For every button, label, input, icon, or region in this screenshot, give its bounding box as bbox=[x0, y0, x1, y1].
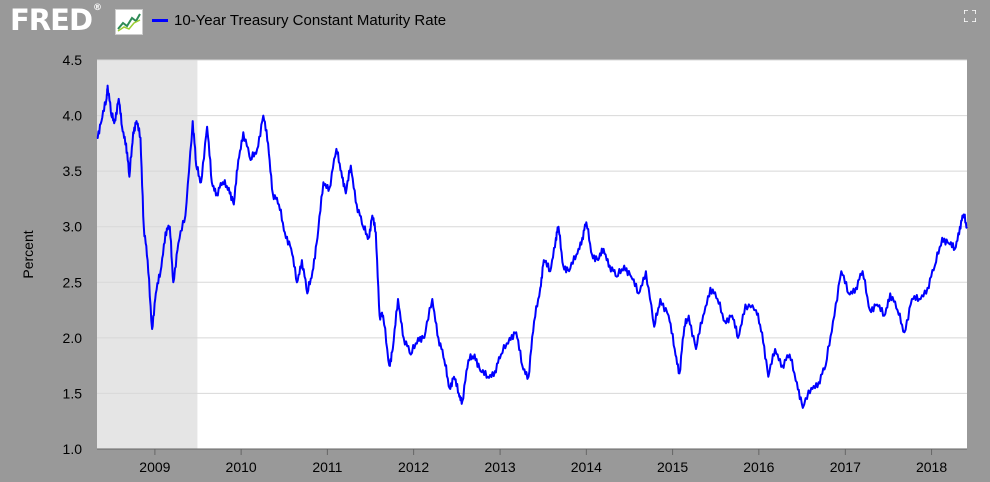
y-tick-label: 4.0 bbox=[63, 108, 83, 124]
y-tick-label: 3.5 bbox=[63, 163, 83, 179]
x-tick-label: 2010 bbox=[226, 459, 257, 475]
fred-logo[interactable]: FRED® bbox=[10, 3, 102, 37]
x-tick-label: 2016 bbox=[743, 459, 774, 475]
y-tick-label: 1.0 bbox=[63, 441, 83, 457]
x-tick-label: 2014 bbox=[571, 459, 602, 475]
y-tick-label: 1.5 bbox=[63, 385, 83, 401]
chart-legend: 10-Year Treasury Constant Maturity Rate bbox=[152, 12, 446, 29]
series-line bbox=[96, 84, 968, 409]
x-tick-label: 2011 bbox=[312, 459, 342, 475]
x-tick-label: 2009 bbox=[139, 459, 170, 475]
x-tick-label: 2017 bbox=[830, 459, 861, 475]
y-tick-label: 4.5 bbox=[63, 52, 83, 68]
x-tick-label: 2013 bbox=[485, 459, 516, 475]
fred-logo-text: FRED bbox=[10, 3, 93, 37]
fred-header: FRED® 10-Year Treasury Constant Maturity… bbox=[0, 0, 990, 46]
y-tick-label: 2.5 bbox=[63, 274, 83, 290]
x-tick-label: 2012 bbox=[398, 459, 429, 475]
x-tick-label: 2018 bbox=[916, 459, 947, 475]
plot-area bbox=[97, 60, 967, 449]
y-tick-label: 3.0 bbox=[63, 219, 83, 235]
y-tick-label: 2.0 bbox=[63, 330, 83, 346]
fred-graph-logo-icon bbox=[115, 9, 143, 35]
legend-label: 10-Year Treasury Constant Maturity Rate bbox=[174, 12, 447, 29]
legend-swatch bbox=[152, 19, 168, 22]
y-axis-title: Percent bbox=[20, 230, 36, 278]
x-tick-label: 2015 bbox=[657, 459, 688, 475]
